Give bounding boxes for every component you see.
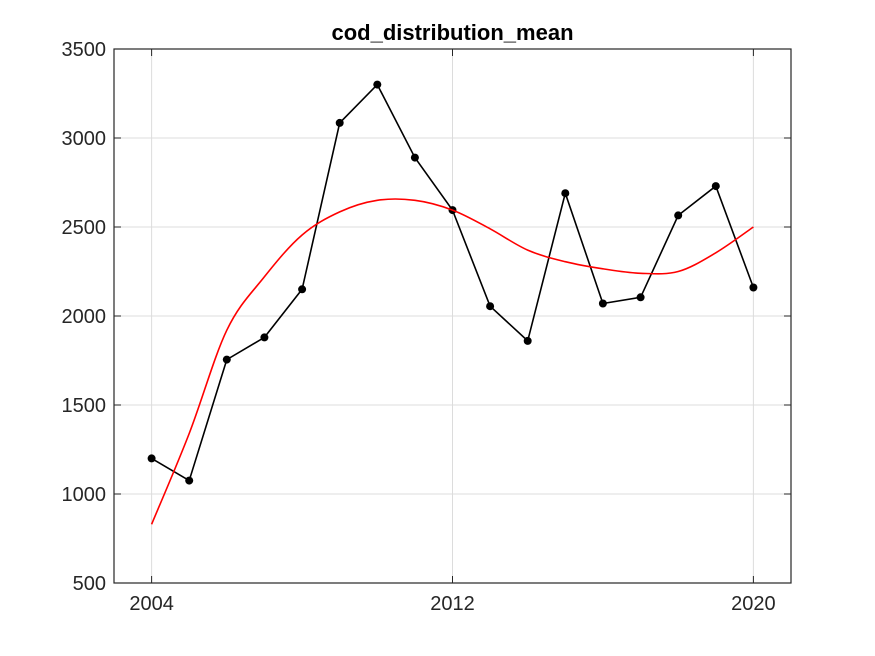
data-point-marker [561, 189, 570, 198]
y-tick-label: 3500 [62, 39, 107, 61]
data-point-marker [335, 118, 344, 127]
smoothed-trend-line [150, 198, 754, 525]
x-tick-label: 2020 [731, 593, 776, 615]
data-point-marker [749, 283, 758, 292]
y-tick-label: 1500 [62, 395, 107, 417]
chart-title: cod_distribution_mean [331, 20, 573, 45]
x-tick-label: 2012 [430, 593, 475, 615]
x-tick-label: 2004 [129, 593, 174, 615]
data-point-marker [598, 299, 607, 308]
tick-label-layer: 2004 2012 2020 500 1000 1500 2000 2500 3000 3500 [62, 39, 776, 615]
axis-layer [113, 48, 792, 584]
data-point-marker [711, 182, 720, 191]
data-point-marker [410, 153, 419, 162]
y-tick-label: 1000 [62, 484, 107, 506]
data-point-marker [147, 454, 156, 463]
data-point-marker [636, 293, 645, 302]
axis-box [113, 48, 792, 584]
data-point-marker [185, 476, 194, 485]
y-tick-label: 3000 [62, 128, 107, 150]
data-point-marker [222, 355, 231, 364]
data-point-marker [260, 333, 269, 342]
y-tick-label: 2500 [62, 217, 107, 239]
data-point-marker [486, 302, 495, 311]
series-layer [147, 80, 758, 525]
grid-layer [114, 49, 791, 583]
y-tick-label: 2000 [62, 306, 107, 328]
y-tick-label: 500 [73, 573, 106, 595]
data-point-marker [674, 211, 683, 220]
data-point-marker [523, 336, 532, 345]
data-point-marker [373, 80, 382, 89]
data-point-marker [298, 285, 307, 294]
